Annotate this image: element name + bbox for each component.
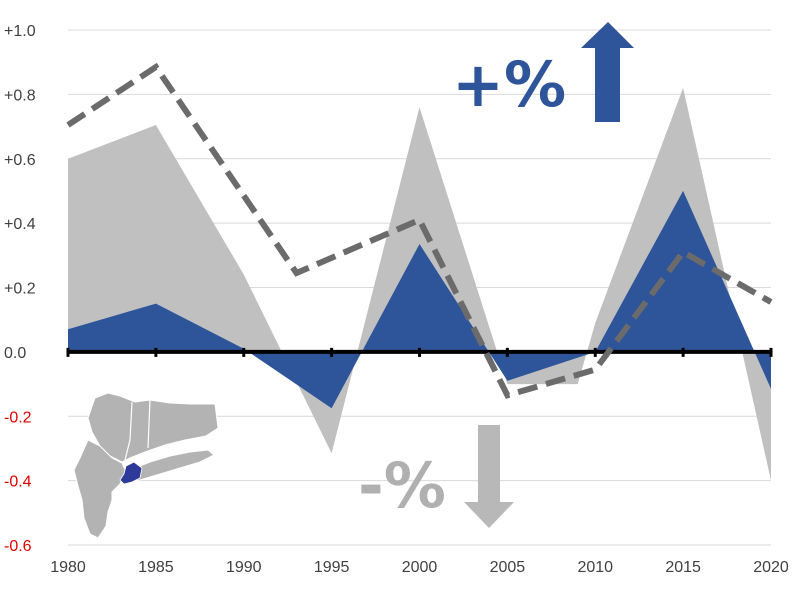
y-tick-label: -0.4 (4, 474, 32, 491)
zero-axis (66, 347, 773, 357)
increase-annotation: +% (452, 22, 634, 122)
x-tick-label: 2000 (402, 559, 438, 576)
dashed-line (66, 62, 773, 399)
up-arrow-icon (581, 22, 634, 122)
x-axis-ticks: 1980 1985 1990 1995 2000 2005 2010 2015 2020 (50, 559, 789, 576)
x-tick-label: 1990 (226, 559, 262, 576)
dashed-line-series (66, 62, 773, 399)
y-tick-label: +0.6 (4, 152, 36, 169)
y-axis-ticks: +1.0 +0.8 +0.6 +0.4 +0.2 0.0 -0.2 -0.4 -0.6 (4, 23, 36, 555)
y-tick-label: +0.4 (4, 216, 36, 233)
x-tick-label: 2015 (665, 559, 701, 576)
decrease-annotation: -% (358, 425, 514, 528)
inset-map-region-west (73, 439, 127, 539)
y-tick-label: -0.6 (4, 538, 32, 555)
area-series (68, 87, 771, 481)
x-tick-label: 1995 (314, 559, 350, 576)
down-arrow-icon (464, 425, 514, 528)
plus-percent-label: +% (452, 48, 566, 121)
x-tick-label: 2010 (577, 559, 613, 576)
x-tick-label: 1980 (50, 559, 86, 576)
inset-map-divider-2 (147, 399, 151, 449)
inset-map (73, 392, 219, 539)
y-tick-label: +0.8 (4, 87, 36, 104)
inset-map-highlight (119, 461, 143, 485)
x-tick-label: 2005 (490, 559, 526, 576)
y-tick-label: +1.0 (4, 23, 36, 40)
minus-percent-label: -% (358, 449, 446, 522)
y-tick-label: +0.2 (4, 281, 36, 298)
x-tick-label: 2020 (753, 559, 789, 576)
y-tick-label: 0.0 (4, 345, 26, 362)
inset-map-divider-1 (124, 401, 133, 461)
inset-map-long-island (127, 449, 215, 483)
y-tick-label: -0.2 (4, 409, 32, 426)
x-tick-label: 1985 (138, 559, 174, 576)
area-series-1 (68, 190, 771, 409)
